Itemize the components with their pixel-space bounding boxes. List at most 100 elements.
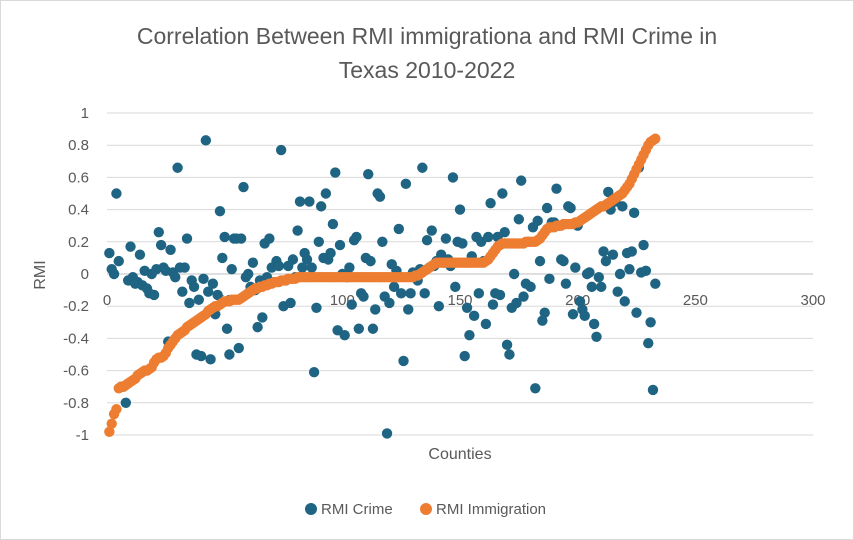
data-point bbox=[181, 233, 193, 244]
data-point bbox=[351, 231, 362, 243]
data-point bbox=[433, 301, 445, 312]
data-point bbox=[515, 175, 527, 186]
data-point bbox=[395, 288, 407, 299]
data-point bbox=[454, 204, 466, 215]
data-point bbox=[461, 302, 473, 314]
data-point bbox=[497, 188, 508, 199]
data-point bbox=[287, 254, 299, 265]
data-point bbox=[650, 278, 661, 289]
data-point bbox=[640, 265, 652, 276]
data-point bbox=[275, 144, 287, 156]
data-point bbox=[447, 172, 459, 183]
data-point bbox=[612, 286, 623, 297]
data-point bbox=[381, 428, 393, 439]
y-tick-label: -0.6 bbox=[63, 363, 89, 380]
data-point bbox=[301, 254, 313, 265]
data-point bbox=[200, 135, 212, 146]
data-point bbox=[120, 397, 132, 408]
data-point bbox=[579, 310, 590, 322]
data-point bbox=[172, 162, 183, 173]
data-point bbox=[588, 318, 600, 330]
data-point bbox=[558, 255, 569, 267]
data-point bbox=[459, 350, 470, 362]
data-point bbox=[584, 267, 595, 278]
data-point bbox=[104, 247, 115, 259]
data-point bbox=[153, 226, 164, 238]
data-point bbox=[570, 262, 581, 273]
data-point bbox=[238, 181, 249, 193]
data-point bbox=[311, 302, 322, 314]
data-point bbox=[473, 288, 485, 299]
data-point bbox=[363, 168, 374, 180]
data-point bbox=[598, 246, 609, 257]
data-point bbox=[565, 202, 576, 214]
data-point bbox=[306, 262, 317, 273]
data-point bbox=[184, 297, 195, 309]
data-point bbox=[294, 196, 306, 207]
data-point bbox=[525, 281, 536, 293]
y-axis-tick-labels: 1 0.8 0.6 0.4 0.2 0 -0.2 -0.4 -0.6 -0.8 -1 bbox=[63, 105, 89, 444]
data-point bbox=[212, 289, 223, 301]
data-point bbox=[417, 162, 428, 173]
data-point bbox=[346, 299, 357, 310]
y-tick-label: -0.4 bbox=[63, 330, 89, 347]
data-point bbox=[134, 249, 146, 260]
legend-label-rmi-immigration: RMI Immigration bbox=[436, 501, 546, 518]
data-point bbox=[593, 272, 605, 283]
data-point bbox=[504, 349, 515, 360]
data-point bbox=[334, 239, 346, 251]
data-point bbox=[603, 186, 614, 198]
data-point bbox=[125, 241, 136, 252]
data-point bbox=[170, 272, 181, 283]
data-point bbox=[426, 225, 437, 236]
data-point bbox=[235, 233, 247, 244]
data-point bbox=[647, 384, 659, 396]
data-point bbox=[544, 273, 555, 285]
data-point bbox=[532, 215, 543, 227]
data-point bbox=[104, 426, 115, 437]
y-tick-label: -0.2 bbox=[63, 298, 89, 315]
data-point bbox=[179, 262, 190, 273]
data-point bbox=[483, 231, 494, 243]
data-point bbox=[631, 307, 642, 318]
data-point bbox=[111, 404, 122, 415]
series-rmi-crime bbox=[104, 135, 661, 439]
data-point bbox=[148, 289, 160, 301]
y-tick-label: 0.8 bbox=[68, 137, 89, 154]
data-point bbox=[108, 268, 120, 280]
y-tick-label: 0.6 bbox=[68, 169, 89, 186]
data-point bbox=[224, 349, 235, 360]
data-point bbox=[650, 133, 661, 144]
data-point bbox=[501, 339, 513, 351]
data-point bbox=[494, 289, 506, 301]
data-point bbox=[226, 263, 237, 275]
data-point bbox=[247, 257, 259, 268]
data-point bbox=[214, 206, 226, 217]
y-tick-label: -0.8 bbox=[63, 395, 89, 412]
data-point bbox=[499, 226, 510, 238]
data-point bbox=[330, 167, 341, 178]
data-point bbox=[353, 323, 365, 334]
data-point bbox=[419, 288, 430, 299]
y-tick-label: 0.4 bbox=[68, 202, 89, 219]
data-point bbox=[221, 323, 233, 334]
y-tick-label: 0 bbox=[81, 266, 89, 283]
data-point bbox=[485, 197, 496, 209]
y-tick-label: -1 bbox=[76, 427, 89, 444]
data-point bbox=[273, 260, 284, 272]
legend: RMI Crime RMI Immigration bbox=[305, 501, 546, 518]
y-tick-label: 1 bbox=[81, 105, 89, 122]
x-tick-label: 250 bbox=[683, 292, 708, 309]
data-point bbox=[537, 315, 548, 326]
data-point bbox=[645, 317, 656, 328]
data-point bbox=[370, 304, 381, 315]
x-axis-title: Counties bbox=[428, 446, 491, 463]
data-point bbox=[257, 312, 268, 323]
data-point bbox=[217, 252, 228, 264]
data-point bbox=[480, 318, 492, 330]
data-point bbox=[233, 342, 244, 354]
data-point bbox=[487, 299, 499, 310]
data-point bbox=[367, 323, 379, 334]
x-tick-label: 300 bbox=[800, 292, 825, 309]
